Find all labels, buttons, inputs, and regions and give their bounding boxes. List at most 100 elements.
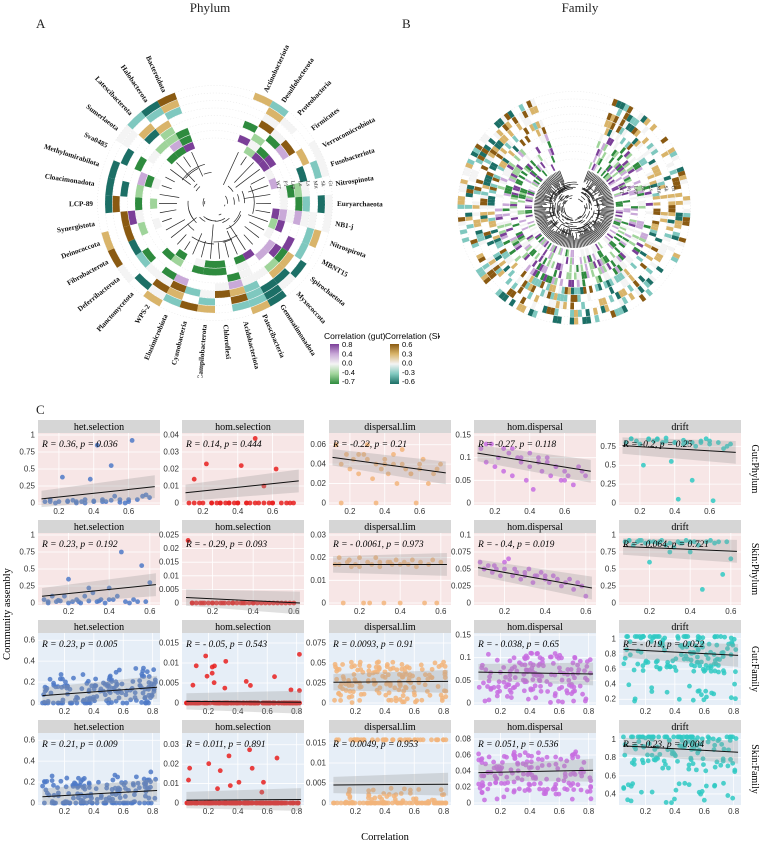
- data-point: [520, 771, 526, 777]
- y-tick-label: 0.6: [605, 771, 617, 780]
- data-point: [548, 473, 554, 479]
- family-heat-cell: [635, 225, 643, 230]
- family-heat-cell: [476, 233, 484, 239]
- y-tick-label: 0.005: [159, 679, 180, 688]
- family-ring-label: Sk: [662, 185, 669, 192]
- data-point: [588, 778, 594, 784]
- family-heat-cell: [631, 127, 639, 135]
- family-heat-cell: [468, 176, 477, 183]
- family-heat-cell: [517, 286, 524, 295]
- family-heat-cell: [569, 317, 574, 325]
- family-heat-cell: [621, 288, 628, 297]
- data-point: [537, 786, 542, 792]
- data-point: [663, 800, 669, 805]
- data-point: [425, 481, 431, 486]
- data-point: [209, 500, 215, 506]
- family-heat-cell: [624, 257, 632, 265]
- data-point: [223, 500, 228, 506]
- data-point: [526, 566, 532, 572]
- data-point: [512, 566, 518, 572]
- family-branch: [560, 213, 564, 218]
- x-tick-label: 0.4: [379, 507, 391, 516]
- phylum-heat-cell: [275, 144, 289, 160]
- data-point: [381, 600, 387, 606]
- family-heat-cell: [479, 136, 488, 144]
- family-heat-cell: [584, 248, 589, 256]
- data-point: [338, 461, 344, 467]
- data-point: [525, 772, 531, 778]
- family-heat-cell: [540, 256, 546, 264]
- family-heat-cell: [583, 256, 587, 264]
- family-branch: [535, 214, 554, 222]
- confidence-band: [185, 469, 299, 501]
- data-point: [562, 786, 568, 792]
- data-point: [645, 659, 651, 665]
- data-point: [705, 739, 711, 745]
- family-heat-cell: [630, 262, 638, 270]
- fit-line: [186, 799, 302, 801]
- family-heat-cell: [630, 196, 638, 200]
- family-heat-cell: [612, 150, 620, 159]
- phylum-heat-cell: [236, 260, 250, 272]
- family-heat-cell: [529, 107, 536, 116]
- facet-strip: [329, 520, 451, 533]
- family-heat-cell: [525, 211, 533, 214]
- family-heat-cell: [576, 272, 580, 280]
- data-point: [397, 681, 403, 687]
- family-branch: [557, 216, 565, 225]
- data-point: [535, 765, 541, 771]
- family-heat-cell: [492, 251, 501, 259]
- data-point: [509, 473, 515, 479]
- family-heat-cell: [629, 191, 637, 196]
- phylum-ring-label: WT: [274, 180, 282, 190]
- data-point: [518, 455, 524, 461]
- family-heat-cell: [636, 112, 645, 121]
- data-point: [564, 688, 570, 694]
- x-tick-label: 0.2: [203, 707, 215, 716]
- data-point: [686, 762, 692, 768]
- phylum-heat-cell: [120, 148, 135, 166]
- data-point: [42, 499, 48, 505]
- data-point: [552, 651, 558, 656]
- family-branch: [552, 222, 568, 233]
- data-point: [481, 680, 486, 686]
- family-heat-cell: [620, 260, 628, 269]
- data-point: [124, 700, 130, 706]
- data-point: [532, 774, 538, 780]
- data-point: [343, 681, 349, 687]
- family-heat-cell: [512, 223, 520, 228]
- family-heat-cell: [613, 192, 621, 196]
- stat-annotation: R = 0.051, p = 0.536: [477, 740, 559, 750]
- family-heat-cell: [630, 208, 638, 211]
- family-branch: [534, 199, 553, 205]
- family-heat-cell: [496, 242, 504, 249]
- phylum-heat-cell: [243, 280, 260, 293]
- facet-strip-label: hom.dispersal: [507, 422, 563, 433]
- family-heat-cell: [500, 234, 509, 240]
- x-tick-label: 0.6: [414, 507, 426, 516]
- family-heat-cell: [476, 252, 485, 260]
- family-branch: [595, 192, 612, 200]
- family-branch: [550, 231, 558, 241]
- data-point: [397, 697, 403, 702]
- family-heat-cell: [545, 275, 551, 283]
- phylum-heat-cell: [170, 280, 187, 293]
- family-heat-cell: [479, 150, 488, 158]
- data-point: [483, 441, 489, 447]
- data-point: [510, 573, 516, 579]
- family-branch: [589, 177, 601, 191]
- data-point: [339, 681, 344, 687]
- data-point: [512, 675, 518, 680]
- phylum-heat-cell: [162, 293, 182, 308]
- family-heat-cell: [523, 253, 531, 261]
- phylum-heat-cell: [135, 197, 143, 211]
- data-point: [588, 796, 594, 802]
- facet-strip: [182, 720, 304, 733]
- data-point: [639, 734, 645, 740]
- family-heat-cell: [544, 133, 550, 142]
- data-point: [687, 549, 693, 555]
- data-point: [546, 580, 552, 585]
- stat-annotation: R = - 0.0061, p = 0.973: [332, 540, 424, 550]
